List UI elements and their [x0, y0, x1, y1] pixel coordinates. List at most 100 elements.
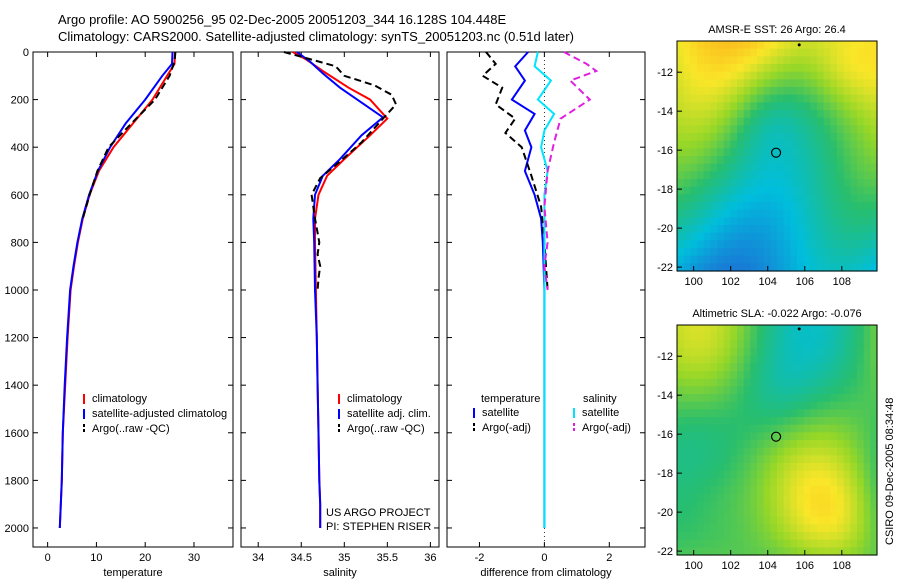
- map-cell: [710, 79, 718, 88]
- map-cell: [790, 409, 798, 418]
- map-cell: [790, 171, 798, 180]
- map-cell: [777, 79, 785, 88]
- map-cell: [730, 202, 738, 211]
- map-cell: [790, 48, 798, 57]
- map-cell: [810, 64, 818, 73]
- map-cell: [863, 94, 871, 103]
- map-cell: [770, 493, 778, 502]
- map-cell: [683, 263, 691, 272]
- map-cell: [797, 148, 805, 157]
- map-cell: [757, 140, 765, 149]
- map-cell: [790, 440, 798, 449]
- map-cell: [863, 325, 871, 334]
- map-cell: [850, 117, 858, 126]
- map-cell: [750, 171, 758, 180]
- map-cell: [830, 463, 838, 472]
- map-cell: [697, 171, 705, 180]
- map-cell: [783, 363, 791, 372]
- map-cell: [737, 110, 745, 119]
- map-cell: [750, 140, 758, 149]
- map-cell: [817, 332, 825, 341]
- map-cell: [750, 102, 758, 111]
- map-cell: [803, 470, 811, 479]
- map-cell: [843, 225, 851, 234]
- map-cell: [790, 71, 798, 80]
- map-cell: [870, 179, 878, 188]
- map-cell: [870, 255, 878, 264]
- y-tick-label: 600: [11, 190, 29, 202]
- map-cell: [810, 217, 818, 226]
- map-cell: [810, 371, 818, 380]
- map-cell: [710, 102, 718, 111]
- map-cell: [817, 117, 825, 126]
- map-cell: [823, 463, 831, 472]
- map-cell: [697, 217, 705, 226]
- map-cell: [723, 524, 731, 533]
- map-cell: [823, 209, 831, 218]
- map-cell: [783, 455, 791, 464]
- map-cell: [830, 325, 838, 334]
- map-cell: [783, 110, 791, 119]
- map-cell: [850, 332, 858, 341]
- map-cell: [830, 217, 838, 226]
- map-cell: [830, 125, 838, 134]
- map-cell: [857, 463, 865, 472]
- map-cell: [743, 94, 751, 103]
- map-cell: [837, 332, 845, 341]
- map-cell: [703, 171, 711, 180]
- map-cell: [750, 478, 758, 487]
- map-cell: [683, 432, 691, 441]
- map-cell: [830, 440, 838, 449]
- map-cell: [810, 455, 818, 464]
- map-cell: [710, 179, 718, 188]
- map-cell: [710, 371, 718, 380]
- map-cell: [697, 340, 705, 349]
- map-cell: [797, 424, 805, 433]
- map-cell: [730, 87, 738, 96]
- map-cell: [857, 524, 865, 533]
- map-cell: [750, 117, 758, 126]
- map-cell: [790, 140, 798, 149]
- map-cell: [717, 417, 725, 426]
- map-cell: [690, 478, 698, 487]
- map-cell: [710, 463, 718, 472]
- map-cell: [783, 64, 791, 73]
- map-cell: [803, 232, 811, 241]
- x-tick-label: 102: [722, 560, 740, 572]
- map-cell: [710, 440, 718, 449]
- map-cell: [717, 71, 725, 80]
- map-cell: [783, 125, 791, 134]
- map-cell: [697, 509, 705, 518]
- map-cell: [830, 493, 838, 502]
- map-cell: [857, 547, 865, 556]
- map-cell: [683, 240, 691, 249]
- map-cell: [690, 64, 698, 73]
- map-cell: [730, 355, 738, 364]
- map-cell: [817, 248, 825, 257]
- map-cell: [743, 501, 751, 510]
- map-cell: [797, 133, 805, 142]
- map-cell: [697, 79, 705, 88]
- map-cell: [690, 71, 698, 80]
- map-cell: [810, 94, 818, 103]
- map-cell: [817, 41, 825, 50]
- map-cell: [810, 186, 818, 195]
- map-cell: [723, 117, 731, 126]
- map-cell: [770, 509, 778, 518]
- map-cell: [870, 455, 878, 464]
- series-satellite-adjusted-climatology: [58, 51, 174, 529]
- map-cell: [757, 424, 765, 433]
- map-cell: [683, 87, 691, 96]
- map-cell: [817, 102, 825, 111]
- map-cell: [750, 110, 758, 119]
- map-cell: [817, 532, 825, 541]
- map-cell: [817, 179, 825, 188]
- map-cell: [697, 117, 705, 126]
- map-cell: [717, 202, 725, 211]
- map-cell: [790, 532, 798, 541]
- map-cell: [777, 186, 785, 195]
- map-cell: [703, 263, 711, 272]
- map-cell: [697, 440, 705, 449]
- map-cell: [763, 447, 771, 456]
- map-cell: [743, 524, 751, 533]
